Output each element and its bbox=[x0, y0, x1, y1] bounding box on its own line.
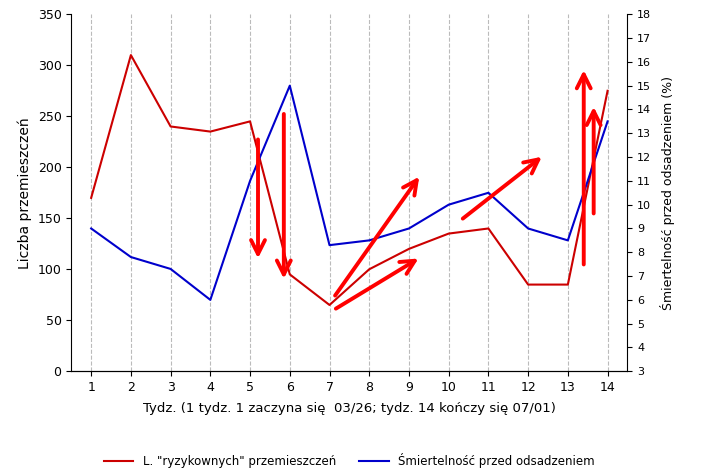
Y-axis label: Liczba przemieszczeń: Liczba przemieszczeń bbox=[18, 117, 32, 268]
Legend: L. "ryzykownych" przemieszczeń, Śmiertelność przed odsadzeniem: L. "ryzykownych" przemieszczeń, Śmiertel… bbox=[99, 448, 600, 473]
X-axis label: Tydz. (1 tydz. 1 zaczyna się  03/26; tydz. 14 kończy się 07/01): Tydz. (1 tydz. 1 zaczyna się 03/26; tydz… bbox=[143, 402, 556, 416]
Y-axis label: Śmiertelność przed odsadzeniem (%): Śmiertelność przed odsadzeniem (%) bbox=[660, 76, 674, 310]
